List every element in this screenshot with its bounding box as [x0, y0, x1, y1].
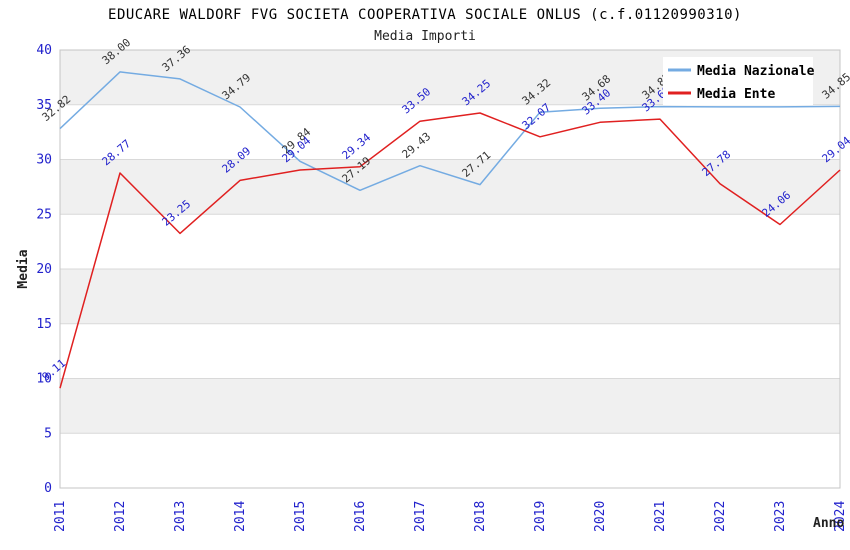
plot-band	[60, 159, 840, 215]
series-line-media-ente	[59, 112, 841, 389]
x-tick-label: 2020	[593, 501, 608, 532]
plot-band	[60, 378, 840, 434]
legend-box	[663, 57, 813, 105]
y-tick-label: 15	[36, 317, 52, 332]
y-tick-label: 25	[36, 207, 52, 222]
x-axis-title: Anno	[813, 516, 844, 531]
legend-item-label: Media Nazionale	[697, 64, 815, 79]
legend-item-label: Media Ente	[697, 87, 775, 102]
chart-title: EDUCARE WALDORF FVG SOCIETA COOPERATIVA …	[108, 7, 742, 23]
x-tick-label: 2016	[353, 501, 368, 532]
plot-band	[60, 433, 840, 488]
series-line-media-nazionale	[59, 71, 841, 192]
x-tick-label: 2021	[653, 501, 668, 532]
x-tick-label: 2011	[53, 501, 68, 532]
plot-band	[60, 269, 840, 324]
y-axis-title: Media	[16, 249, 31, 288]
y-tick-label: 40	[36, 43, 52, 58]
y-tick-label: 30	[36, 153, 52, 168]
y-tick-label: 0	[44, 481, 52, 496]
x-tick-label: 2024	[833, 501, 848, 532]
x-tick-label: 2019	[533, 501, 548, 532]
x-tick-label: 2023	[773, 501, 788, 532]
y-tick-label: 10	[36, 372, 52, 387]
x-tick-label: 2014	[233, 501, 248, 532]
y-tick-label: 35	[36, 98, 52, 113]
chart-subtitle: Media Importi	[374, 29, 476, 44]
x-tick-label: 2012	[113, 501, 128, 532]
x-tick-label: 2013	[173, 501, 188, 532]
y-tick-label: 5	[44, 426, 52, 441]
y-tick-label: 20	[36, 262, 52, 277]
x-tick-label: 2018	[473, 501, 488, 532]
plot-border	[59, 49, 841, 489]
plot-band	[60, 323, 840, 379]
x-tick-label: 2015	[293, 501, 308, 532]
x-tick-label: 2017	[413, 501, 428, 532]
plot-band	[60, 214, 840, 269]
plot-band	[60, 104, 840, 160]
x-tick-label: 2022	[713, 501, 728, 532]
